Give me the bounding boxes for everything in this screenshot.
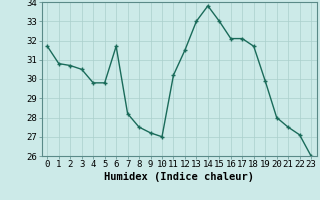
X-axis label: Humidex (Indice chaleur): Humidex (Indice chaleur) bbox=[104, 172, 254, 182]
